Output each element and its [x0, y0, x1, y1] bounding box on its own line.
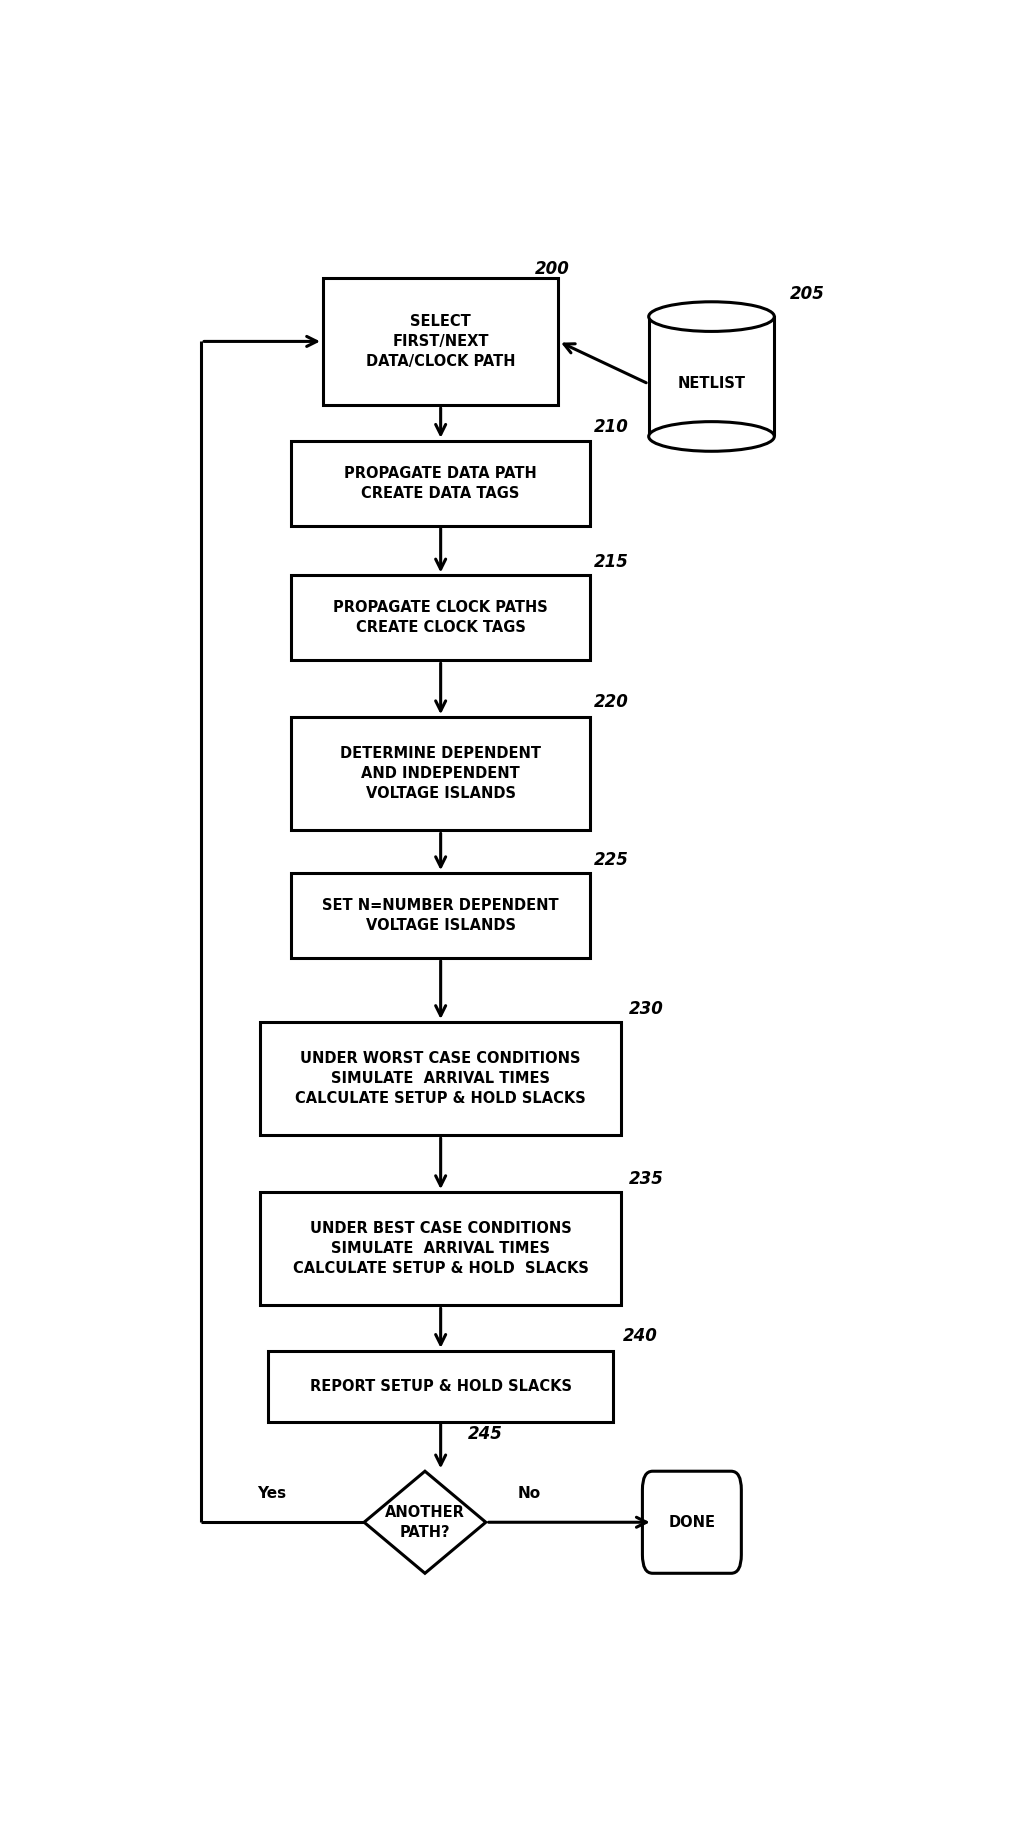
Text: 200: 200: [535, 260, 569, 278]
Polygon shape: [648, 317, 774, 436]
Ellipse shape: [648, 302, 774, 331]
Text: 210: 210: [594, 418, 629, 436]
Text: 225: 225: [594, 851, 629, 869]
Text: UNDER BEST CASE CONDITIONS
SIMULATE  ARRIVAL TIMES
CALCULATE SETUP & HOLD  SLACK: UNDER BEST CASE CONDITIONS SIMULATE ARRI…: [293, 1221, 589, 1276]
FancyBboxPatch shape: [292, 718, 590, 830]
FancyBboxPatch shape: [323, 278, 558, 405]
FancyBboxPatch shape: [292, 440, 590, 527]
Polygon shape: [648, 317, 774, 436]
FancyBboxPatch shape: [260, 1191, 621, 1305]
Text: 245: 245: [468, 1425, 503, 1443]
Text: DETERMINE DEPENDENT
AND INDEPENDENT
VOLTAGE ISLANDS: DETERMINE DEPENDENT AND INDEPENDENT VOLT…: [340, 746, 541, 801]
Text: 205: 205: [790, 285, 825, 304]
Text: SET N=NUMBER DEPENDENT
VOLTAGE ISLANDS: SET N=NUMBER DEPENDENT VOLTAGE ISLANDS: [322, 898, 559, 933]
Text: 230: 230: [629, 1000, 664, 1018]
Polygon shape: [364, 1471, 486, 1574]
Text: REPORT SETUP & HOLD SLACKS: REPORT SETUP & HOLD SLACKS: [310, 1379, 571, 1394]
Text: 215: 215: [594, 552, 629, 571]
FancyBboxPatch shape: [292, 576, 590, 661]
Text: ANOTHER
PATH?: ANOTHER PATH?: [385, 1504, 465, 1539]
Text: PROPAGATE DATA PATH
CREATE DATA TAGS: PROPAGATE DATA PATH CREATE DATA TAGS: [344, 466, 537, 501]
Ellipse shape: [648, 422, 774, 451]
FancyBboxPatch shape: [260, 1022, 621, 1136]
FancyBboxPatch shape: [642, 1471, 742, 1574]
Text: 220: 220: [594, 694, 629, 711]
FancyBboxPatch shape: [267, 1351, 614, 1421]
Text: 240: 240: [623, 1327, 657, 1346]
Text: Yes: Yes: [257, 1486, 287, 1500]
Text: UNDER WORST CASE CONDITIONS
SIMULATE  ARRIVAL TIMES
CALCULATE SETUP & HOLD SLACK: UNDER WORST CASE CONDITIONS SIMULATE ARR…: [295, 1051, 587, 1106]
Text: NETLIST: NETLIST: [678, 376, 746, 392]
Text: 235: 235: [629, 1169, 664, 1187]
Text: No: No: [518, 1486, 540, 1500]
FancyBboxPatch shape: [292, 873, 590, 957]
Text: DONE: DONE: [669, 1515, 715, 1530]
Text: PROPAGATE CLOCK PATHS
CREATE CLOCK TAGS: PROPAGATE CLOCK PATHS CREATE CLOCK TAGS: [333, 600, 548, 635]
Text: SELECT
FIRST/NEXT
DATA/CLOCK PATH: SELECT FIRST/NEXT DATA/CLOCK PATH: [366, 315, 516, 368]
